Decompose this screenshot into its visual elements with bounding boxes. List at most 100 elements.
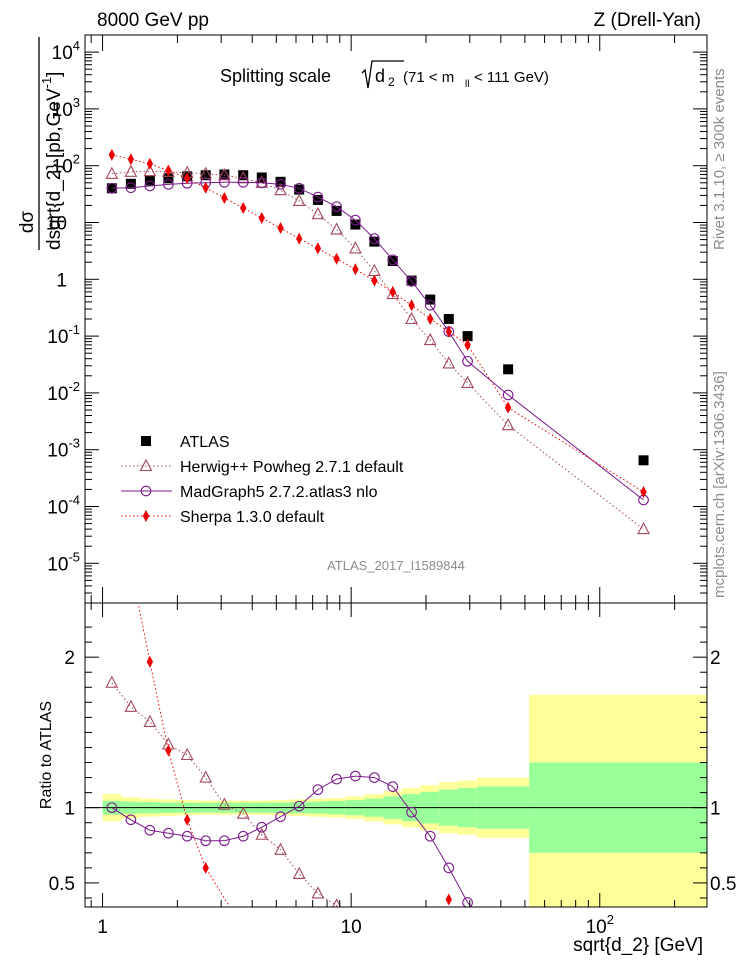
point-atlas <box>312 194 323 205</box>
top-series-layer <box>105 148 650 535</box>
point-atlas <box>125 178 136 189</box>
ratio-point-herwig <box>124 699 138 712</box>
ratio-point-madgraph <box>237 830 249 842</box>
point-madgraph <box>237 176 249 188</box>
point-sherpa <box>202 181 209 194</box>
point-atlas <box>638 455 649 466</box>
point-madgraph <box>369 233 380 244</box>
point-sherpa <box>295 232 303 245</box>
point-atlas <box>144 175 155 186</box>
point-madgraph <box>331 201 342 213</box>
series-line-madgraph <box>111 181 644 501</box>
ylabel-den: dsqrt{d_2} [pb,GeV-1] <box>39 72 65 250</box>
ratio-point-madgraph <box>424 830 436 842</box>
point-herwig <box>124 164 138 177</box>
ratio-point-madgraph <box>331 773 342 785</box>
legend-label-herwig: Herwig++ Powheg 2.7.1 default <box>180 459 404 476</box>
top-y-tick-label: 10-5 <box>47 549 80 575</box>
point-sherpa <box>371 274 378 287</box>
point-sherpa <box>183 172 191 185</box>
ratio-point-madgraph <box>462 897 473 907</box>
ylabel-num: dσ <box>17 211 38 234</box>
ratio-point-madgraph <box>350 770 361 782</box>
title-range-a: (71 < m <box>403 69 454 86</box>
top-y-tick-label: 104 <box>52 38 80 64</box>
point-herwig <box>367 263 381 277</box>
ratio-point-sherpa <box>165 744 172 757</box>
ratio-point-sherpa <box>183 813 191 826</box>
legend-label-madgraph: MadGraph5 2.7.2.atlas3 nlo <box>180 484 378 501</box>
point-herwig <box>348 241 362 254</box>
point-herwig <box>442 356 456 369</box>
ratio-point-sherpa <box>202 861 209 874</box>
ratio-point-herwig <box>236 806 250 819</box>
x-tick-label: 102 <box>586 912 614 938</box>
ratio-y-tick-label-left: 2 <box>64 648 75 669</box>
ratio-y-tick-label-right: 0.5 <box>710 874 736 895</box>
point-herwig <box>311 207 325 220</box>
point-madgraph <box>406 276 417 287</box>
point-madgraph <box>424 299 436 311</box>
point-atlas <box>331 205 342 216</box>
ratio-point-madgraph <box>125 814 137 826</box>
ratio-y-tick-labels: 0.5 0.5 1 1 2 2 <box>49 648 737 895</box>
point-madgraph <box>106 182 118 194</box>
ratio-y-tick-label-left: 1 <box>64 799 75 820</box>
point-sherpa <box>127 153 135 166</box>
point-madgraph <box>312 191 324 203</box>
point-herwig <box>461 375 474 388</box>
point-sherpa <box>146 157 154 170</box>
x-axis-label: sqrt{d_2} [GeV] <box>573 935 703 956</box>
point-sherpa <box>504 401 512 414</box>
ratio-y-tick-label-right: 2 <box>710 648 721 669</box>
point-herwig <box>143 164 157 177</box>
ratio-point-herwig <box>143 714 157 727</box>
ratio-point-madgraph <box>256 821 268 833</box>
ratio-point-herwig <box>217 797 231 810</box>
point-sherpa <box>240 201 247 214</box>
ratio-point-madgraph <box>144 824 156 836</box>
title-range-sub: ll <box>465 79 469 90</box>
x-tick-label: 1 <box>97 917 108 938</box>
ratio-point-madgraph <box>312 784 324 795</box>
point-sherpa <box>333 252 340 265</box>
ratio-point-herwig <box>180 747 194 761</box>
ratio-point-herwig <box>292 866 306 879</box>
legend-marker-sherpa <box>142 510 150 522</box>
mcplots-label: mcplots.cern.ch [arXiv:1306.3436] <box>711 371 728 598</box>
ratio-point-madgraph <box>219 835 230 847</box>
ratio-point-madgraph <box>181 830 193 842</box>
point-sherpa <box>640 485 647 498</box>
title-range-b: < 111 GeV) <box>474 69 549 86</box>
point-madgraph <box>256 177 268 189</box>
x-tick-label: 10 <box>341 917 362 938</box>
point-sherpa <box>408 299 415 312</box>
ratio-point-madgraph <box>406 806 417 818</box>
point-madgraph <box>219 176 230 188</box>
top-y-tick-label: 10-4 <box>47 492 80 518</box>
point-sherpa <box>221 191 228 204</box>
top-y-tick-label: 102 <box>52 152 80 178</box>
ratio-point-sherpa <box>445 893 452 906</box>
legend-marker-herwig <box>139 458 153 472</box>
ratio-point-herwig <box>274 842 287 855</box>
ratio-point-madgraph <box>293 800 305 812</box>
point-herwig <box>292 193 306 206</box>
legend-marker-atlas <box>141 436 151 446</box>
header-left: 8000 GeV pp <box>97 10 209 31</box>
top-ylabel: dσ dsqrt{d_2} [pb,GeV-1] <box>17 37 65 250</box>
point-madgraph <box>502 389 514 401</box>
point-atlas <box>406 275 417 286</box>
point-sherpa <box>314 242 322 255</box>
axis-ticks <box>85 35 707 907</box>
analysis-watermark: ATLAS_2017_I1589844 <box>327 558 465 573</box>
point-atlas <box>163 173 174 184</box>
ratio-point-herwig <box>105 675 119 688</box>
point-sherpa <box>165 164 172 177</box>
legend: ATLAS Herwig++ Powheg 2.7.1 default MadGra… <box>121 434 404 526</box>
ratio-point-madgraph <box>200 835 212 847</box>
ratio-point-herwig <box>332 898 342 907</box>
point-madgraph <box>275 178 286 190</box>
